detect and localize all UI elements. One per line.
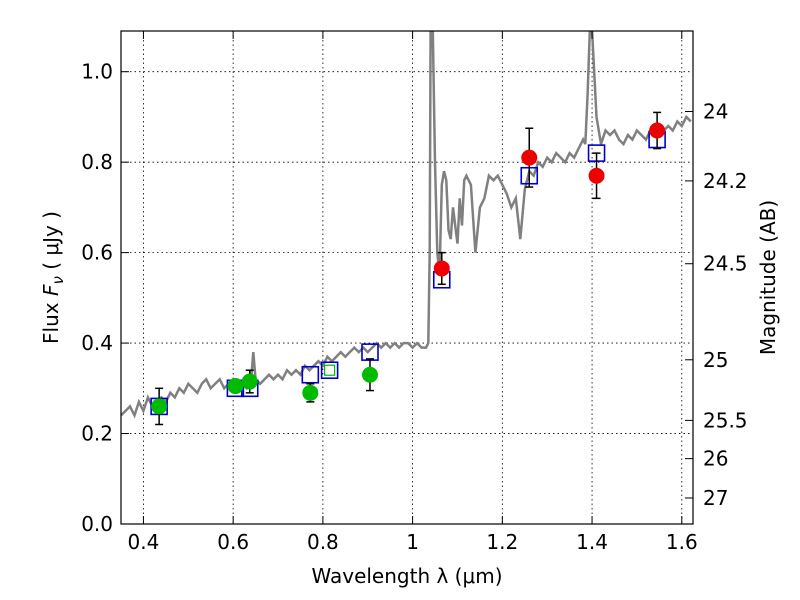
y-tick-label: 0.8	[81, 150, 113, 174]
x-tick-label: 1	[406, 530, 419, 554]
x-tick-label: 1.2	[486, 530, 518, 554]
red-data-point	[588, 167, 605, 184]
right-tick-label: 24.5	[703, 252, 748, 276]
green-data-point	[302, 384, 319, 401]
plot-frame	[120, 30, 694, 525]
green-data-point	[151, 398, 168, 415]
red-data-point	[521, 149, 538, 166]
y-tick-label: 0.4	[81, 331, 113, 355]
y-tick-label: 0.0	[81, 512, 113, 536]
green-data-point	[361, 366, 378, 383]
x-tick-label: 1.6	[666, 530, 698, 554]
right-axis-title: Magnitude (AB)	[756, 200, 780, 355]
red-data-point	[649, 122, 666, 139]
green-data-point	[241, 373, 258, 390]
spectrum-line	[121, 31, 692, 419]
model-square	[301, 365, 320, 384]
y-tick-label: 1.0	[81, 60, 113, 84]
x-tick-label: 0.8	[307, 530, 339, 554]
y-tick-label: 0.6	[81, 241, 113, 265]
right-tick-label: 24.2	[703, 169, 748, 193]
right-tick-label: 27	[703, 486, 728, 510]
points-layer	[150, 111, 666, 426]
right-tick-label: 26	[703, 447, 728, 471]
grid	[121, 31, 693, 525]
right-tick-label: 24	[703, 100, 728, 124]
x-tick-label: 1.4	[576, 530, 608, 554]
x-tick-label: 0.4	[128, 530, 160, 554]
red-data-point	[433, 260, 450, 277]
y-tick-label: 0.2	[81, 422, 113, 446]
y-axis-title: Flux Fν ( μJy )	[39, 211, 67, 344]
model-square-inner	[324, 364, 336, 376]
green-data-point	[227, 378, 244, 395]
spectrum-layer	[121, 31, 692, 419]
model-square	[320, 361, 339, 380]
x-tick-label: 0.6	[217, 530, 249, 554]
x-axis-title: Wavelength λ (μm)	[311, 564, 502, 588]
right-tick-label: 25	[703, 348, 728, 372]
ticks: 0.4 0.6 0.8 1 1.2 1.4 1.6 0.0 0.2 0.4 0.6 0.8 1.0 24 2…	[81, 31, 748, 554]
right-tick-label: 25.5	[703, 408, 748, 432]
